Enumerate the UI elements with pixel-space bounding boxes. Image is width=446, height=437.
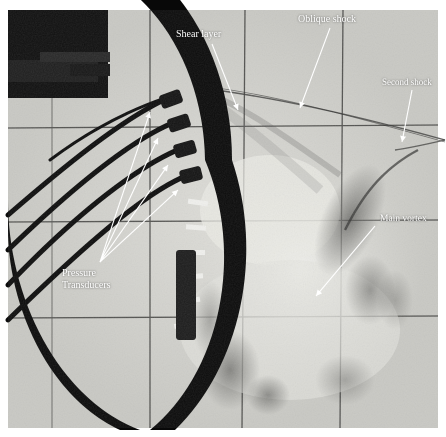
second-shock-label: Second shock xyxy=(382,77,432,87)
shear-layer-label: Shear layer xyxy=(176,29,222,40)
oblique-shock-label: Oblique shock xyxy=(298,14,357,25)
pressure-label-line2: Transducers xyxy=(62,280,111,291)
second-shock-arrow-icon xyxy=(400,89,413,143)
main-vortex-label: Main vortex xyxy=(380,214,427,224)
pressure-label-line1: Pressure xyxy=(62,268,96,279)
annotation-arrows xyxy=(99,27,413,297)
pressure-arrow-4-icon xyxy=(99,189,179,263)
shear-layer-arrow-icon xyxy=(211,43,239,111)
pressure-arrow-1-icon xyxy=(99,111,151,263)
pressure-arrow-3-icon xyxy=(99,164,169,263)
pressure-arrow-2-icon xyxy=(99,137,159,263)
oblique-shock-arrow-icon xyxy=(299,27,331,109)
pressure-transducers-label: Pressure Transducers xyxy=(62,268,111,292)
main-vortex-arrow-icon xyxy=(315,225,376,297)
